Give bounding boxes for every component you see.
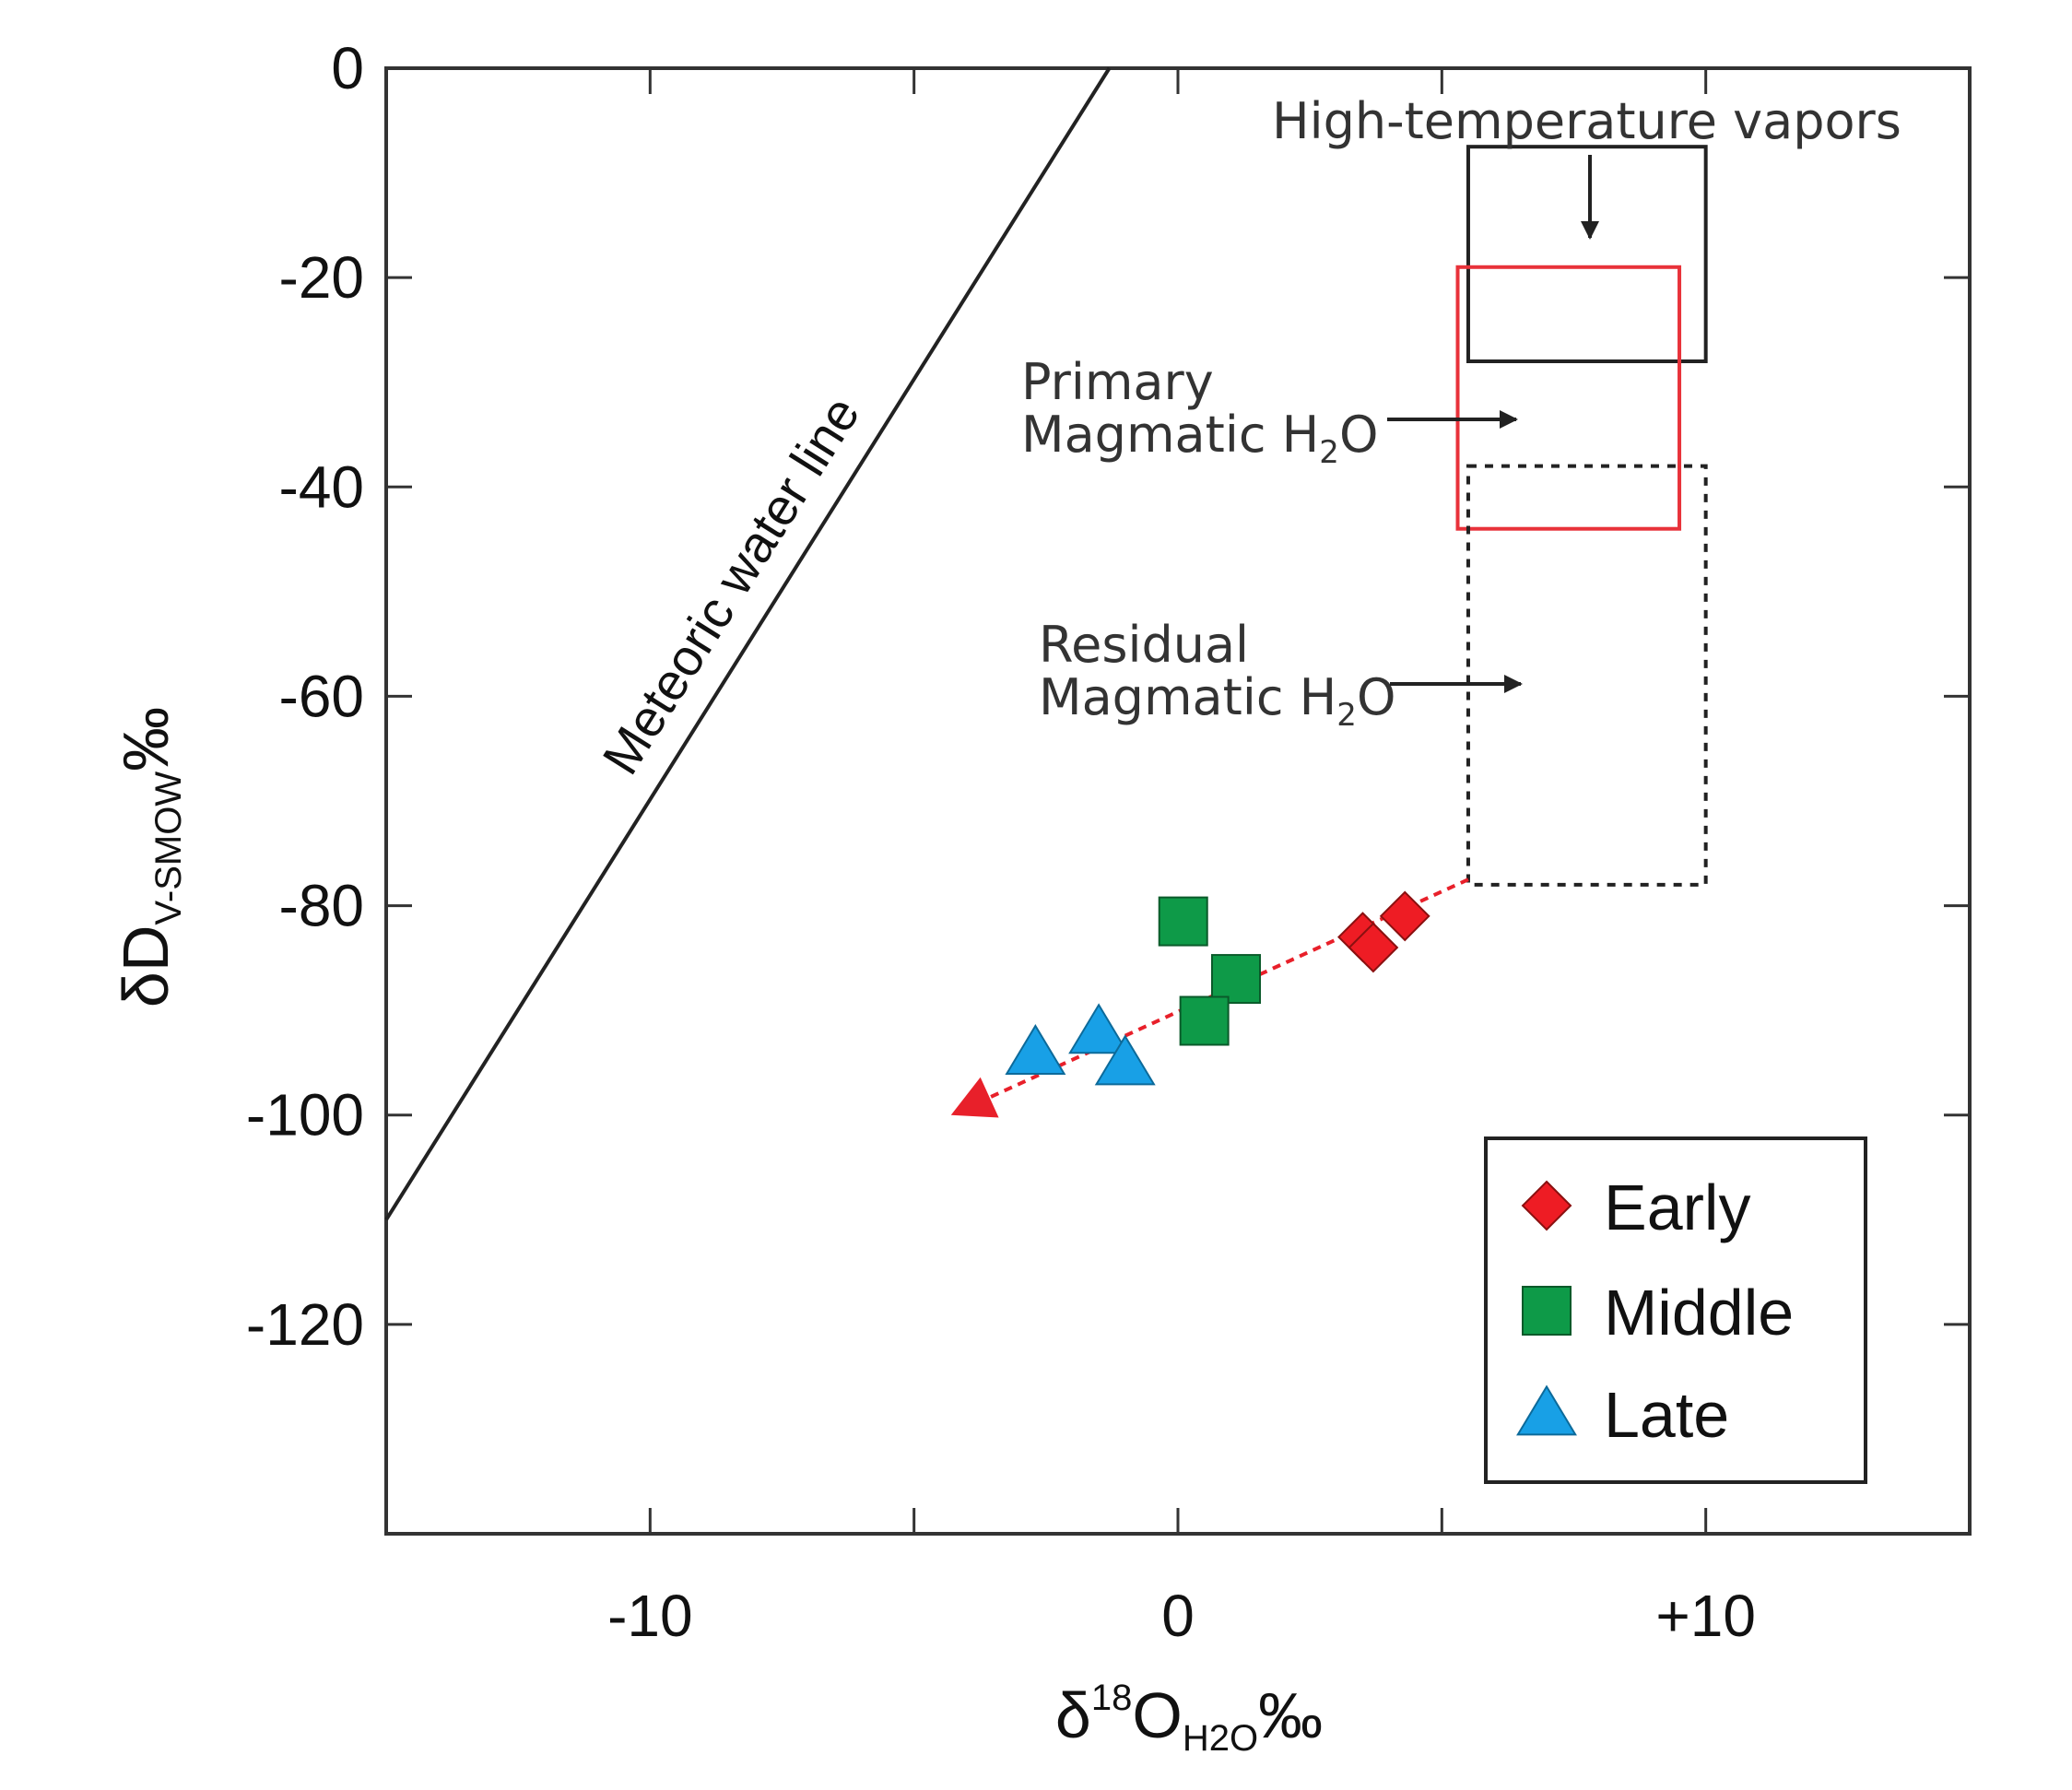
legend-marker-late xyxy=(1516,1384,1577,1436)
axis-ticks: -10 0 +100-20-40-60-80-100-120 xyxy=(246,35,1970,1649)
trend-arrow-head xyxy=(950,1077,999,1118)
late-point xyxy=(1068,1003,1130,1054)
vapors-label: High-temperature vapors xyxy=(1272,92,1901,150)
source-regions xyxy=(1455,145,1708,887)
y-tick-label: -20 xyxy=(279,244,365,311)
legend-marker-early xyxy=(1521,1180,1572,1231)
early-point xyxy=(1379,890,1430,942)
legend-label-middle: Middle xyxy=(1604,1277,1794,1348)
x-tick-label: -10 xyxy=(607,1583,693,1649)
late-point xyxy=(1094,1034,1156,1086)
primary-label-line2: Magmatic H2O xyxy=(1021,406,1378,471)
y-tick-label: -80 xyxy=(279,873,365,939)
data-points xyxy=(1005,890,1430,1086)
early-point xyxy=(1348,922,1399,973)
x-tick-label: 0 xyxy=(1161,1583,1195,1649)
y-tick-label: 0 xyxy=(331,35,364,101)
y-tick-label: -40 xyxy=(279,453,365,520)
meteoric-water-line-label: Meteoric water line xyxy=(591,386,870,783)
y-axis-label: δDV-SMOW‰ xyxy=(110,707,189,1007)
reference-lines: Meteoric water line xyxy=(384,66,1469,1221)
axis-labels: δ18OH2O‰ δDV-SMOW‰ xyxy=(110,707,1323,1759)
x-axis-label: δ18OH2O‰ xyxy=(1055,1678,1323,1759)
middle-point xyxy=(1179,995,1230,1046)
legend-label-early: Early xyxy=(1604,1172,1750,1243)
residual-label-line1: Residual xyxy=(1039,616,1249,674)
legend-marker-middle xyxy=(1522,1286,1572,1336)
y-tick-label: -100 xyxy=(246,1082,364,1148)
middle-point xyxy=(1210,954,1261,1005)
residual-magmatic-h2o-box xyxy=(1466,464,1708,887)
middle-point xyxy=(1158,896,1208,947)
primary-magmatic-h2o-box xyxy=(1455,265,1682,531)
primary-label-line1: Primary xyxy=(1021,353,1214,411)
y-tick-label: -120 xyxy=(246,1291,364,1358)
legend-label-late: Late xyxy=(1604,1379,1729,1451)
late-point xyxy=(1005,1024,1066,1075)
x-tick-label: +10 xyxy=(1655,1583,1756,1649)
residual-label-line2: Magmatic H2O xyxy=(1039,668,1395,734)
high-temperature-vapors-box xyxy=(1466,145,1708,363)
meteoric-water-line xyxy=(384,66,1112,1221)
legend: Early Middle Late xyxy=(1484,1136,1867,1484)
y-tick-label: -60 xyxy=(279,663,365,729)
